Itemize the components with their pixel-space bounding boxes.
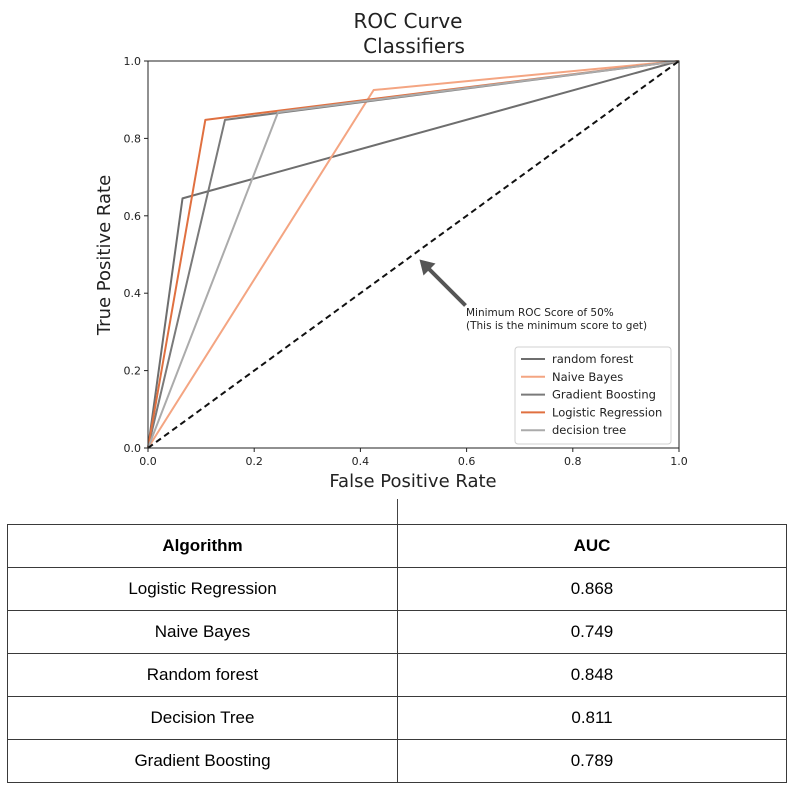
legend-label-naive-bayes: Naive Bayes bbox=[552, 370, 623, 384]
legend-label-decision-tree: decision tree bbox=[552, 423, 626, 437]
x-tick-label: 0.2 bbox=[245, 455, 263, 468]
cell-algorithm: Random forest bbox=[7, 653, 398, 697]
y-tick-label: 1.0 bbox=[124, 55, 142, 68]
x-axis-label: False Positive Rate bbox=[329, 471, 496, 492]
annotation-arrowhead bbox=[419, 259, 436, 276]
series-layer bbox=[147, 60, 680, 449]
table-row: Naive Bayes 0.749 bbox=[7, 610, 787, 654]
legend-label-random-forest: random forest bbox=[552, 352, 634, 366]
cell-auc: 0.848 bbox=[397, 653, 787, 697]
annotation-layer: Minimum ROC Score of 50% (This is the mi… bbox=[419, 259, 647, 332]
legend: random forest Naive Bayes Gradient Boostin… bbox=[514, 346, 672, 445]
series-line-random-forest bbox=[147, 60, 680, 449]
roc-chart: ROC Curve Classifiers Minimum ROC Score … bbox=[94, 9, 688, 492]
legend-label-gradient-boosting: Gradient Boosting bbox=[552, 388, 656, 402]
cell-algorithm: Decision Tree bbox=[7, 696, 398, 740]
table-row: Logistic Regression 0.868 bbox=[7, 567, 787, 611]
chart-title: ROC Curve bbox=[354, 9, 463, 33]
y-axis-label: True Positive Rate bbox=[94, 175, 115, 336]
ticks-layer: 0.0 0.2 0.4 0.6 0.8 1.0 0.0 0.2 0.4 0.6 0.8 1.0 bbox=[124, 55, 688, 468]
plot-frame bbox=[147, 60, 680, 449]
annotation-text: Minimum ROC Score of 50% bbox=[466, 307, 614, 319]
cell-auc: 0.868 bbox=[397, 567, 787, 611]
y-tick-label: 0.0 bbox=[124, 442, 142, 455]
cell-algorithm: Logistic Regression bbox=[7, 567, 398, 611]
cell-algorithm: Naive Bayes bbox=[7, 610, 398, 654]
y-tick-label: 0.8 bbox=[124, 132, 142, 145]
x-tick-label: 1.0 bbox=[670, 455, 688, 468]
table-row: Decision Tree 0.811 bbox=[7, 696, 787, 740]
chart-subtitle: Classifiers bbox=[363, 34, 465, 58]
auc-table: Algorithm AUC Logistic Regression 0.868 … bbox=[7, 524, 787, 783]
y-tick-label: 0.4 bbox=[124, 287, 142, 300]
y-tick-label: 0.2 bbox=[124, 365, 142, 378]
y-tick-label: 0.6 bbox=[124, 210, 142, 223]
x-tick-label: 0.0 bbox=[139, 455, 157, 468]
annotation-arrow-shaft bbox=[427, 267, 467, 307]
header-algorithm: Algorithm bbox=[7, 524, 398, 568]
table-row: Random forest 0.848 bbox=[7, 653, 787, 697]
legend-box bbox=[514, 346, 672, 445]
x-tick-label: 0.8 bbox=[564, 455, 582, 468]
series-line-decision-tree bbox=[147, 60, 680, 449]
annotation-text: (This is the minimum score to get) bbox=[466, 320, 647, 332]
cell-auc: 0.749 bbox=[397, 610, 787, 654]
table-header-row: Algorithm AUC bbox=[7, 524, 787, 568]
cell-algorithm: Gradient Boosting bbox=[7, 739, 398, 783]
cell-auc: 0.789 bbox=[397, 739, 787, 783]
header-auc: AUC bbox=[397, 524, 787, 568]
legend-label-logistic-regression: Logistic Regression bbox=[552, 405, 662, 419]
cell-auc: 0.811 bbox=[397, 696, 787, 740]
divider-line bbox=[397, 499, 398, 524]
table-row: Gradient Boosting 0.789 bbox=[7, 739, 787, 783]
x-tick-label: 0.6 bbox=[458, 455, 476, 468]
x-tick-label: 0.4 bbox=[352, 455, 370, 468]
series-line-naive-bayes bbox=[147, 60, 680, 449]
